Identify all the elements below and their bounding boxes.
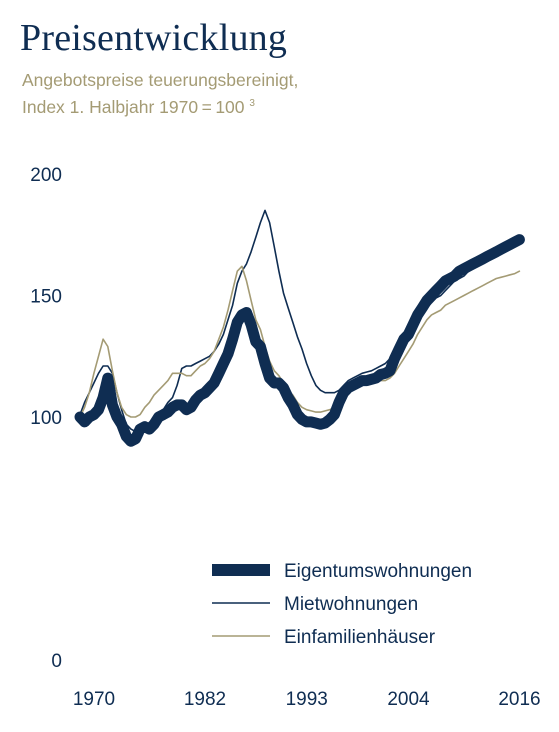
chart-title: Preisentwicklung <box>20 17 288 59</box>
y-tick-label: 0 <box>51 651 62 672</box>
chart-legend: Eigentumswohnungen Mietwohnungen Einfamili… <box>212 561 472 648</box>
y-axis-tick-labels: 200 150 100 0 <box>30 165 62 672</box>
series-line-2 <box>79 265 521 418</box>
x-tick-label: 2016 <box>498 689 540 710</box>
legend-label: Eigentumswohnungen <box>284 561 472 582</box>
series-lines <box>74 209 525 447</box>
subtitle-line-1: Angebotspreise teuerungsbereinigt, <box>22 70 299 90</box>
series-line-1 <box>79 209 521 433</box>
subtitle-line-2: Index 1. Halbjahr 1970 = 100 <box>22 96 245 117</box>
subtitle-footnote-marker: 3 <box>249 98 255 109</box>
x-tick-label: 2004 <box>387 689 430 710</box>
series-line-0 <box>74 234 525 447</box>
x-tick-label: 1970 <box>73 689 115 710</box>
y-tick-label: 100 <box>30 408 62 429</box>
y-tick-label: 150 <box>30 287 62 308</box>
x-tick-label: 1982 <box>184 689 226 710</box>
x-axis-tick-labels: 1970 1982 1993 2004 2016 <box>73 689 541 710</box>
x-tick-label: 1993 <box>286 689 328 710</box>
legend-label: Einfamilienhäuser <box>284 627 436 648</box>
legend-label: Mietwohnungen <box>284 594 418 615</box>
chart-subtitle: Angebotspreise teuerungsbereinigt, Index… <box>22 68 298 119</box>
y-tick-label: 200 <box>30 165 62 186</box>
